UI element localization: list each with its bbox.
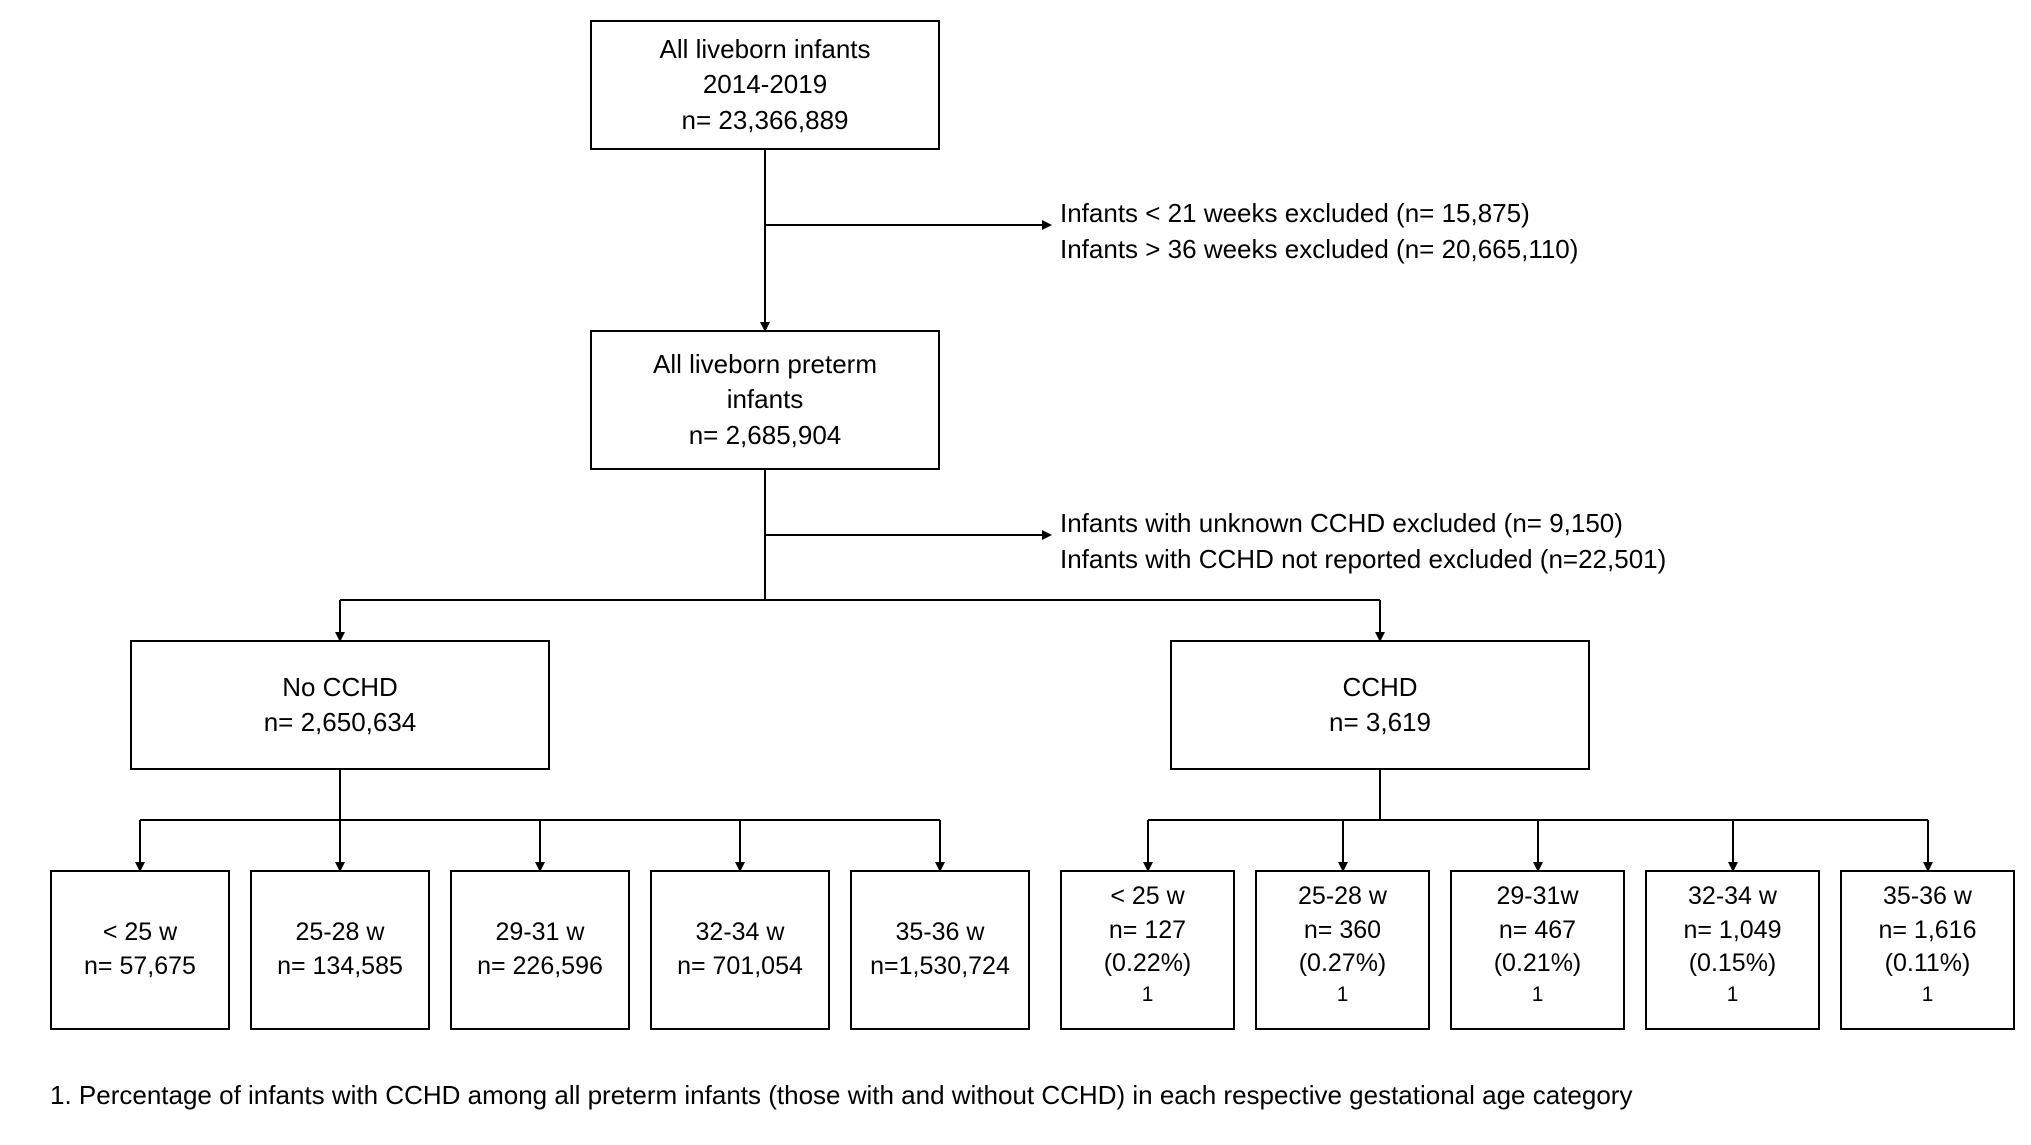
leaf-no-cchd-2: 29-31 w n= 226,596 (450, 870, 630, 1030)
text: (0.21%)1 (1494, 947, 1582, 1020)
text: (0.11%)1 (1885, 947, 1971, 1020)
text: 25-28 w (296, 916, 385, 950)
text: n=1,530,724 (870, 950, 1010, 984)
text: 25-28 w (1298, 880, 1387, 914)
text: (0.15%)1 (1689, 947, 1777, 1020)
text: n= 1,616 (1878, 914, 1976, 948)
text: n= 2,685,904 (689, 418, 842, 453)
node-all-liveborn: All liveborn infants 2014-2019 n= 23,366… (590, 20, 940, 150)
text: Infants with CCHD not reported excluded … (1060, 544, 1666, 574)
text: n= 2,650,634 (264, 705, 417, 740)
text: infants (727, 382, 804, 417)
node-no-cchd: No CCHD n= 2,650,634 (130, 640, 550, 770)
text: n= 701,054 (677, 950, 803, 984)
node-cchd: CCHD n= 3,619 (1170, 640, 1590, 770)
text: n= 57,675 (84, 950, 196, 984)
text: Infants > 36 weeks excluded (n= 20,665,1… (1060, 234, 1578, 264)
text: 35-36 w (1883, 880, 1972, 914)
text: n= 360 (1304, 914, 1381, 948)
text: 29-31 w (496, 916, 585, 950)
text: 32-34 w (1688, 880, 1777, 914)
text: No CCHD (282, 670, 398, 705)
leaf-no-cchd-3: 32-34 w n= 701,054 (650, 870, 830, 1030)
text: n= 23,366,889 (682, 103, 849, 138)
text: n= 467 (1499, 914, 1576, 948)
text: n= 226,596 (477, 950, 603, 984)
text: All liveborn preterm (653, 347, 877, 382)
text: n= 127 (1109, 914, 1186, 948)
leaf-cchd-3: 32-34 w n= 1,049 (0.15%)1 (1645, 870, 1820, 1030)
leaf-no-cchd-1: 25-28 w n= 134,585 (250, 870, 430, 1030)
text: Infants with unknown CCHD excluded (n= 9… (1060, 508, 1623, 538)
annotation-exclusion-1: Infants < 21 weeks excluded (n= 15,875) … (1060, 195, 1578, 268)
text: n= 1,049 (1683, 914, 1781, 948)
annotation-exclusion-2: Infants with unknown CCHD excluded (n= 9… (1060, 505, 1666, 578)
text: n= 3,619 (1329, 705, 1431, 740)
text: CCHD (1342, 670, 1417, 705)
text: 32-34 w (696, 916, 785, 950)
text: 2014-2019 (703, 67, 827, 102)
text: < 25 w (103, 916, 177, 950)
leaf-cchd-0: < 25 w n= 127 (0.22%)1 (1060, 870, 1235, 1030)
leaf-cchd-1: 25-28 w n= 360 (0.27%)1 (1255, 870, 1430, 1030)
text: 35-36 w (896, 916, 985, 950)
text: n= 134,585 (277, 950, 403, 984)
text: (0.22%)1 (1104, 947, 1192, 1020)
text: < 25 w (1110, 880, 1184, 914)
leaf-cchd-2: 29-31w n= 467 (0.21%)1 (1450, 870, 1625, 1030)
text: (0.27%)1 (1299, 947, 1387, 1020)
node-preterm: All liveborn preterm infants n= 2,685,90… (590, 330, 940, 470)
text: All liveborn infants (660, 32, 871, 67)
text: 29-31w (1497, 880, 1579, 914)
leaf-no-cchd-0: < 25 w n= 57,675 (50, 870, 230, 1030)
leaf-cchd-4: 35-36 w n= 1,616 (0.11%)1 (1840, 870, 2015, 1030)
text: Infants < 21 weeks excluded (n= 15,875) (1060, 198, 1530, 228)
footnote: 1. Percentage of infants with CCHD among… (50, 1080, 1632, 1111)
leaf-no-cchd-4: 35-36 w n=1,530,724 (850, 870, 1030, 1030)
